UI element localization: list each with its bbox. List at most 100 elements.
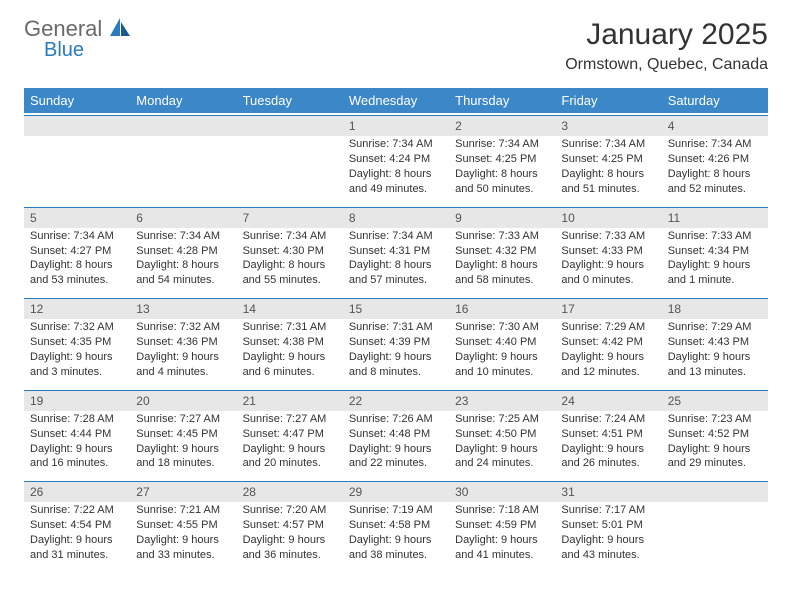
day-cell: 18Sunrise: 7:29 AMSunset: 4:43 PMDayligh… — [662, 299, 768, 384]
sunset-line: Sunset: 4:42 PM — [561, 335, 655, 350]
day-cell: 6Sunrise: 7:34 AMSunset: 4:28 PMDaylight… — [130, 208, 236, 293]
day-body: Sunrise: 7:27 AMSunset: 4:47 PMDaylight:… — [237, 411, 343, 475]
sunset-line: Sunset: 4:28 PM — [136, 244, 230, 259]
day-number: 25 — [662, 391, 768, 411]
daylight-line: Daylight: 8 hours and 58 minutes. — [455, 258, 549, 288]
day-number: 21 — [237, 391, 343, 411]
sunset-line: Sunset: 4:25 PM — [561, 152, 655, 167]
sunset-line: Sunset: 4:57 PM — [243, 518, 337, 533]
day-number: 13 — [130, 299, 236, 319]
day-cell: 10Sunrise: 7:33 AMSunset: 4:33 PMDayligh… — [555, 208, 661, 293]
day-number: 7 — [237, 208, 343, 228]
daylight-line: Daylight: 8 hours and 54 minutes. — [136, 258, 230, 288]
sunset-line: Sunset: 4:51 PM — [561, 427, 655, 442]
logo: General Blue — [24, 18, 130, 60]
daylight-line: Daylight: 9 hours and 26 minutes. — [561, 442, 655, 472]
month-title: January 2025 — [565, 18, 768, 52]
sunrise-line: Sunrise: 7:34 AM — [668, 137, 762, 152]
day-body: Sunrise: 7:34 AMSunset: 4:25 PMDaylight:… — [555, 136, 661, 200]
sunrise-line: Sunrise: 7:27 AM — [243, 412, 337, 427]
day-cell: 20Sunrise: 7:27 AMSunset: 4:45 PMDayligh… — [130, 391, 236, 476]
daylight-line: Daylight: 9 hours and 31 minutes. — [30, 533, 124, 563]
day-number: 20 — [130, 391, 236, 411]
daylight-line: Daylight: 9 hours and 8 minutes. — [349, 350, 443, 380]
sunrise-line: Sunrise: 7:17 AM — [561, 503, 655, 518]
day-body: Sunrise: 7:34 AMSunset: 4:24 PMDaylight:… — [343, 136, 449, 200]
week-row: 19Sunrise: 7:28 AMSunset: 4:44 PMDayligh… — [24, 390, 768, 476]
day-number: 6 — [130, 208, 236, 228]
daylight-line: Daylight: 9 hours and 16 minutes. — [30, 442, 124, 472]
sunrise-line: Sunrise: 7:33 AM — [561, 229, 655, 244]
daylight-line: Daylight: 9 hours and 24 minutes. — [455, 442, 549, 472]
day-number: 18 — [662, 299, 768, 319]
sunset-line: Sunset: 4:59 PM — [455, 518, 549, 533]
week-row: 1Sunrise: 7:34 AMSunset: 4:24 PMDaylight… — [24, 115, 768, 201]
day-number: 30 — [449, 482, 555, 502]
weekday-header-row: Sunday Monday Tuesday Wednesday Thursday… — [24, 88, 768, 113]
day-cell: 25Sunrise: 7:23 AMSunset: 4:52 PMDayligh… — [662, 391, 768, 476]
empty-cell — [237, 116, 343, 201]
sunrise-line: Sunrise: 7:18 AM — [455, 503, 549, 518]
sunrise-line: Sunrise: 7:34 AM — [30, 229, 124, 244]
daylight-line: Daylight: 8 hours and 49 minutes. — [349, 167, 443, 197]
sunset-line: Sunset: 4:45 PM — [136, 427, 230, 442]
empty-cell — [24, 116, 130, 201]
day-number: 5 — [24, 208, 130, 228]
day-number: 17 — [555, 299, 661, 319]
sunrise-line: Sunrise: 7:29 AM — [668, 320, 762, 335]
sunrise-line: Sunrise: 7:29 AM — [561, 320, 655, 335]
day-number: 23 — [449, 391, 555, 411]
daylight-line: Daylight: 9 hours and 0 minutes. — [561, 258, 655, 288]
weeks-container: 1Sunrise: 7:34 AMSunset: 4:24 PMDaylight… — [24, 115, 768, 567]
day-number: 2 — [449, 116, 555, 136]
day-cell: 19Sunrise: 7:28 AMSunset: 4:44 PMDayligh… — [24, 391, 130, 476]
sunset-line: Sunset: 4:27 PM — [30, 244, 124, 259]
day-number: 14 — [237, 299, 343, 319]
day-number: 26 — [24, 482, 130, 502]
day-number: 9 — [449, 208, 555, 228]
day-body: Sunrise: 7:34 AMSunset: 4:25 PMDaylight:… — [449, 136, 555, 200]
day-number: 10 — [555, 208, 661, 228]
sunset-line: Sunset: 4:36 PM — [136, 335, 230, 350]
logo-sail-icon — [110, 16, 130, 41]
day-number: 12 — [24, 299, 130, 319]
day-body: Sunrise: 7:25 AMSunset: 4:50 PMDaylight:… — [449, 411, 555, 475]
day-number: 29 — [343, 482, 449, 502]
day-cell: 3Sunrise: 7:34 AMSunset: 4:25 PMDaylight… — [555, 116, 661, 201]
sunset-line: Sunset: 4:50 PM — [455, 427, 549, 442]
daylight-line: Daylight: 9 hours and 38 minutes. — [349, 533, 443, 563]
day-body: Sunrise: 7:34 AMSunset: 4:31 PMDaylight:… — [343, 228, 449, 292]
sunrise-line: Sunrise: 7:31 AM — [243, 320, 337, 335]
day-body: Sunrise: 7:19 AMSunset: 4:58 PMDaylight:… — [343, 502, 449, 566]
daylight-line: Daylight: 9 hours and 18 minutes. — [136, 442, 230, 472]
day-number: 27 — [130, 482, 236, 502]
day-body: Sunrise: 7:32 AMSunset: 4:35 PMDaylight:… — [24, 319, 130, 383]
day-body: Sunrise: 7:29 AMSunset: 4:43 PMDaylight:… — [662, 319, 768, 383]
sunrise-line: Sunrise: 7:25 AM — [455, 412, 549, 427]
day-body: Sunrise: 7:29 AMSunset: 4:42 PMDaylight:… — [555, 319, 661, 383]
sunrise-line: Sunrise: 7:19 AM — [349, 503, 443, 518]
day-body: Sunrise: 7:24 AMSunset: 4:51 PMDaylight:… — [555, 411, 661, 475]
sunrise-line: Sunrise: 7:23 AM — [668, 412, 762, 427]
sunset-line: Sunset: 4:25 PM — [455, 152, 549, 167]
sunrise-line: Sunrise: 7:34 AM — [455, 137, 549, 152]
day-cell: 14Sunrise: 7:31 AMSunset: 4:38 PMDayligh… — [237, 299, 343, 384]
daylight-line: Daylight: 9 hours and 13 minutes. — [668, 350, 762, 380]
sunrise-line: Sunrise: 7:28 AM — [30, 412, 124, 427]
sunrise-line: Sunrise: 7:34 AM — [243, 229, 337, 244]
daylight-line: Daylight: 9 hours and 33 minutes. — [136, 533, 230, 563]
day-number: 16 — [449, 299, 555, 319]
day-cell: 23Sunrise: 7:25 AMSunset: 4:50 PMDayligh… — [449, 391, 555, 476]
day-cell: 2Sunrise: 7:34 AMSunset: 4:25 PMDaylight… — [449, 116, 555, 201]
day-body: Sunrise: 7:34 AMSunset: 4:28 PMDaylight:… — [130, 228, 236, 292]
day-number: 4 — [662, 116, 768, 136]
weekday-sun: Sunday — [24, 88, 130, 113]
daylight-line: Daylight: 9 hours and 6 minutes. — [243, 350, 337, 380]
sunset-line: Sunset: 4:26 PM — [668, 152, 762, 167]
sunrise-line: Sunrise: 7:22 AM — [30, 503, 124, 518]
daylight-line: Daylight: 8 hours and 51 minutes. — [561, 167, 655, 197]
sunset-line: Sunset: 4:40 PM — [455, 335, 549, 350]
week-row: 12Sunrise: 7:32 AMSunset: 4:35 PMDayligh… — [24, 298, 768, 384]
day-cell: 21Sunrise: 7:27 AMSunset: 4:47 PMDayligh… — [237, 391, 343, 476]
day-body: Sunrise: 7:18 AMSunset: 4:59 PMDaylight:… — [449, 502, 555, 566]
